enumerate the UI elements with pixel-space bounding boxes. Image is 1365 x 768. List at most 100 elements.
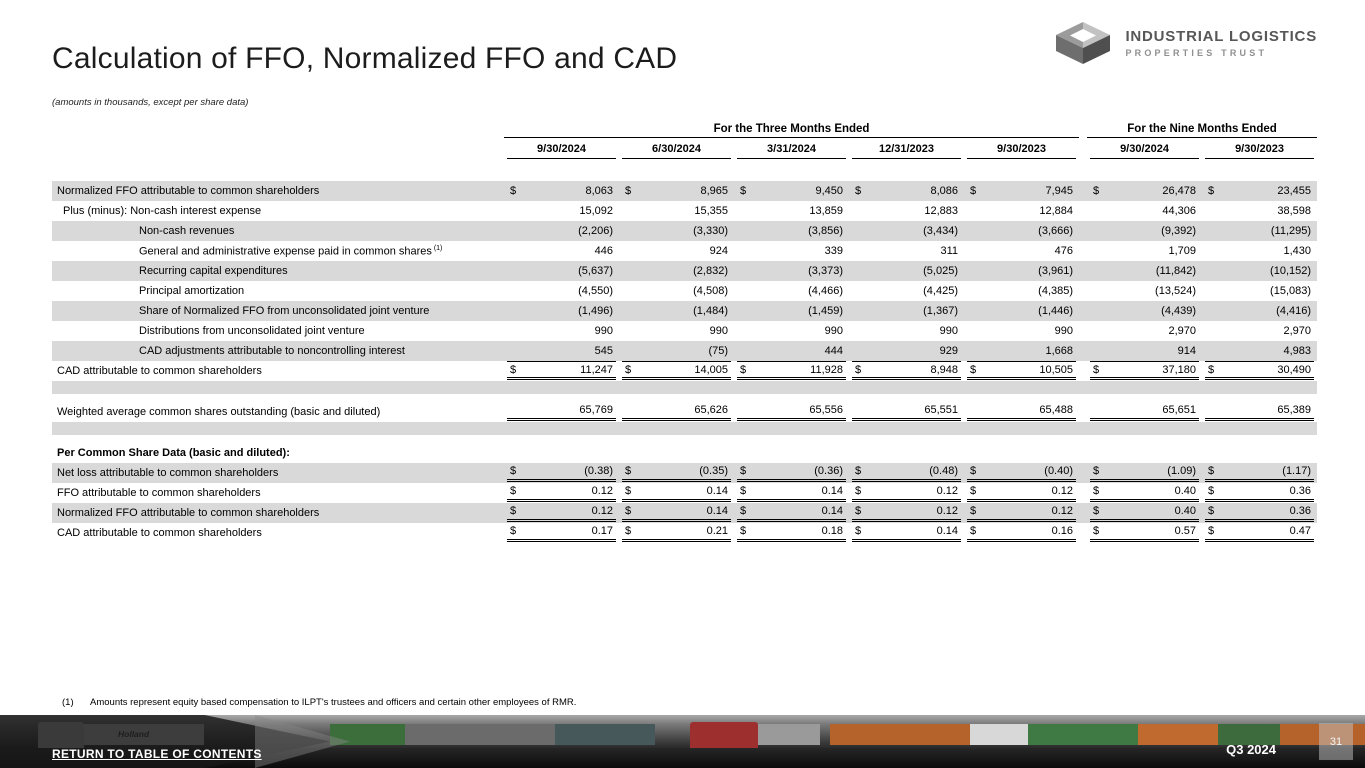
value-cell: 990 xyxy=(964,321,1079,341)
currency-symbol: $ xyxy=(625,505,632,517)
cell-value: 990 xyxy=(709,325,728,337)
value-cell: $0.12 xyxy=(504,483,619,503)
column-gap xyxy=(1079,221,1088,241)
value-cell xyxy=(619,443,734,463)
cell-value: (1,496) xyxy=(578,305,613,317)
value-cell: $0.14 xyxy=(619,483,734,503)
row-label: Principal amortization xyxy=(139,285,245,297)
row-label: CAD attributable to common shareholders xyxy=(57,527,262,539)
value-cell: $0.18 xyxy=(734,523,849,543)
table-row: Per Common Share Data (basic and diluted… xyxy=(52,443,1317,463)
units-note: (amounts in thousands, except per share … xyxy=(52,97,249,108)
column-header: 9/30/2023 xyxy=(1205,141,1315,159)
value-cell: 65,488 xyxy=(964,402,1079,422)
row-label: Non-cash revenues xyxy=(52,221,504,241)
value-cell: $0.14 xyxy=(734,503,849,523)
cell-value: 8,965 xyxy=(700,185,728,197)
column-gap xyxy=(1079,443,1087,463)
cell-value: 8,086 xyxy=(930,185,958,197)
value-cell xyxy=(964,443,1079,463)
cell-value: 0.18 xyxy=(821,525,843,537)
value-cell: $0.12 xyxy=(849,503,964,523)
value-cell: 65,556 xyxy=(734,402,849,422)
currency-symbol: $ xyxy=(855,363,862,376)
value-cell: $11,928 xyxy=(734,361,849,381)
cell-value: 990 xyxy=(1054,325,1074,337)
value-cell: 929 xyxy=(849,341,964,361)
cell-value: (1.17) xyxy=(1282,465,1312,477)
value-cell: (4,385) xyxy=(964,281,1079,301)
value-cell: $ (0.36) xyxy=(734,463,849,483)
value-cell: 38,598 xyxy=(1202,201,1317,221)
value-cell: 65,651 xyxy=(1087,402,1202,422)
value-cell: $0.12 xyxy=(849,483,964,503)
row-label: CAD attributable to common shareholders xyxy=(57,365,262,377)
value-cell: 311 xyxy=(849,241,964,261)
value-cell: (4,425) xyxy=(849,281,964,301)
value-cell: $0.16 xyxy=(964,523,1079,543)
value-cell: (3,373) xyxy=(734,261,849,281)
cell-value: 0.14 xyxy=(936,525,958,537)
value-cell: $8,965 xyxy=(619,181,734,201)
footnote: (1) Amounts represent equity based compe… xyxy=(62,697,576,708)
value-cell: $7,945 xyxy=(964,181,1080,201)
value-cell: (1,484) xyxy=(619,301,734,321)
value-cell: (15,083) xyxy=(1202,281,1317,301)
cell-value: 0.14 xyxy=(706,485,728,497)
cell-value: (4,416) xyxy=(1276,305,1312,317)
cell-value: (2,206) xyxy=(578,225,613,237)
value-cell: $0.36 xyxy=(1202,503,1318,523)
cell-value: 0.47 xyxy=(1289,525,1312,537)
currency-symbol: $ xyxy=(510,505,517,517)
currency-symbol: $ xyxy=(625,525,632,537)
cell-value: 2,970 xyxy=(1283,325,1312,337)
green-container xyxy=(1028,724,1138,745)
orange-container xyxy=(830,724,970,745)
value-cell: $9,450 xyxy=(734,181,849,201)
value-cell: 12,883 xyxy=(849,201,964,221)
value-cell: (2,832) xyxy=(619,261,734,281)
value-cell: (3,666) xyxy=(964,221,1080,241)
teal-container xyxy=(555,724,655,745)
column-gap xyxy=(1079,301,1088,321)
date-header-row: 9/30/2024 6/30/2024 3/31/2024 12/31/2023… xyxy=(52,138,1317,159)
row-label: Distributions from unconsolidated joint … xyxy=(139,325,365,337)
table-row: CAD attributable to common shareholders $… xyxy=(52,361,1317,381)
cell-value: 339 xyxy=(824,245,843,257)
logo-line-2: PROPERTIES TRUST xyxy=(1125,48,1268,58)
value-cell: 65,769 xyxy=(504,402,619,422)
cell-value: 446 xyxy=(594,245,613,257)
cell-value: 914 xyxy=(1177,345,1197,357)
table-row: Normalized FFO attributable to common sh… xyxy=(52,503,1318,523)
currency-symbol: $ xyxy=(1093,525,1100,537)
column-gap xyxy=(1079,241,1087,261)
table-row: Normalized FFO attributable to common sh… xyxy=(52,181,1318,201)
currency-symbol: $ xyxy=(855,505,862,517)
ilpt-logo-icon xyxy=(1056,22,1111,64)
cell-value: (5,637) xyxy=(578,265,613,277)
row-label: Share of Normalized FFO from unconsolida… xyxy=(52,301,504,321)
cell-value: 0.36 xyxy=(1289,485,1312,497)
column-gap xyxy=(1079,281,1087,301)
value-cell: (4,508) xyxy=(619,281,734,301)
green-container xyxy=(330,724,405,745)
row-label: FFO attributable to common shareholders xyxy=(57,487,261,499)
value-cell: (3,330) xyxy=(619,221,734,241)
cell-value: (0.40) xyxy=(1044,465,1074,477)
value-cell: $0.12 xyxy=(964,503,1080,523)
cell-value: 65,556 xyxy=(809,404,843,416)
currency-symbol: $ xyxy=(1208,485,1215,497)
value-cell: $0.57 xyxy=(1087,523,1202,543)
row-label: General and administrative expense paid … xyxy=(139,244,443,258)
cell-value: 0.40 xyxy=(1174,505,1197,517)
cell-value: (1.09) xyxy=(1167,465,1197,477)
value-cell xyxy=(1202,443,1317,463)
column-gap xyxy=(1079,181,1088,201)
value-cell: $0.47 xyxy=(1202,523,1317,543)
value-cell: $0.14 xyxy=(619,503,734,523)
return-to-toc-link[interactable]: RETURN TO TABLE OF CONTENTS xyxy=(52,747,262,761)
cell-value: 7,945 xyxy=(1045,185,1074,197)
currency-symbol: $ xyxy=(1208,465,1215,477)
currency-symbol: $ xyxy=(1208,363,1215,376)
value-cell: (4,550) xyxy=(504,281,619,301)
